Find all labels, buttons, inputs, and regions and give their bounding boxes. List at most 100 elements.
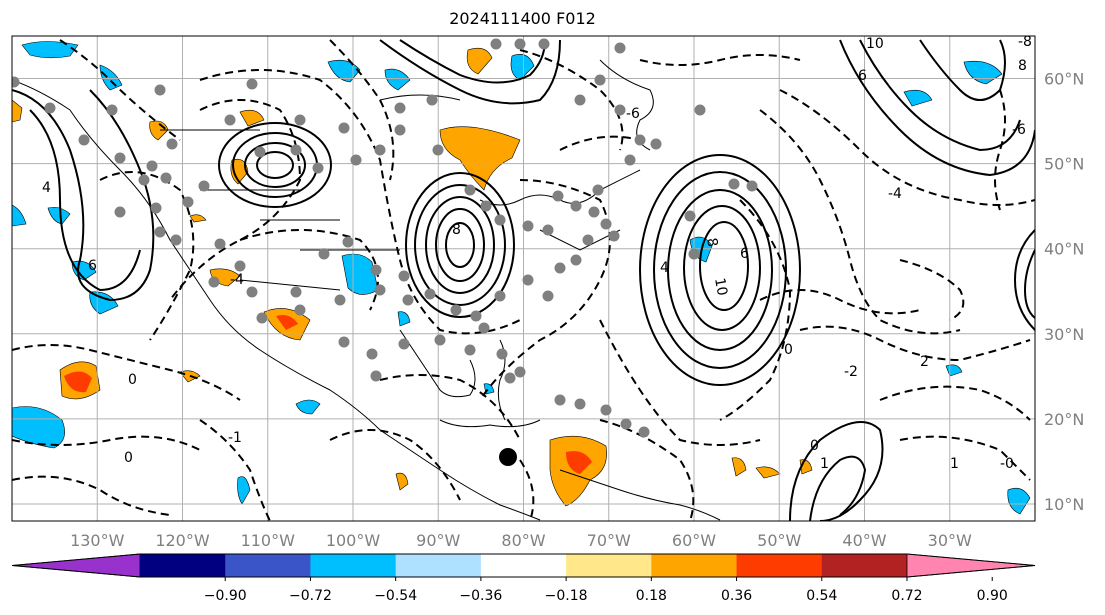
dashed-contours [12,39,1035,521]
observation-marker [114,206,126,218]
observation-marker [318,248,330,260]
contour-label: 1 [950,456,959,472]
observation-marker [614,104,626,116]
observation-marker [182,196,194,208]
observation-marker [608,230,620,242]
lon-label: 80°W [501,531,545,550]
observation-marker [114,152,126,164]
contour-label: -4 [888,186,902,202]
lon-label: 120°W [155,531,210,550]
lat-label: 20°N [1044,410,1084,429]
observation-marker [374,144,386,156]
observation-marker [464,184,476,196]
observation-marker [312,162,324,174]
observation-marker [166,138,178,150]
observation-marker [374,284,386,296]
observation-marker [214,238,226,250]
contour-label: -6 [626,106,640,122]
observation-marker [514,38,526,50]
observation-marker [494,290,506,302]
map-layers: 10 10 8 8 8 6 6 6 4 4 2 0 0 0 0 -1 1 1 -… [12,34,1035,521]
observation-marker [478,322,490,334]
contour-label: 10 [711,277,730,297]
observation-marker [574,398,586,410]
observation-marker [554,262,566,274]
observation-marker [480,200,492,212]
contour-label: -4 [230,272,244,288]
observation-marker [254,146,266,158]
observation-marker [570,200,582,212]
lat-label: 30°N [1044,325,1084,344]
storm-center-marker [499,448,517,466]
observation-marker [290,286,302,298]
lat-label: 60°N [1044,70,1084,89]
colorbar-tick-label: −0.54 [374,588,417,604]
observation-marker [160,172,172,184]
colorbar-tick-label: 0.36 [721,588,752,604]
observation-marker [366,348,378,360]
contour-label: -0 [1000,456,1014,472]
colorbar-tick-label: −0.72 [289,588,332,604]
lon-label: 90°W [416,531,460,550]
latitude-labels: 60°N 50°N 40°N 30°N 20°N 10°N [1044,70,1084,514]
observation-marker [234,260,246,272]
colorbar-low-extension [11,553,141,578]
observation-marker [490,38,502,50]
colorbar-tick-label: 0.18 [636,588,667,604]
observation-marker [370,264,382,276]
observation-marker [338,122,350,134]
observation-marker [638,426,650,438]
contour-label: 6 [858,68,867,84]
contour-label: 1 [820,456,829,472]
observation-markers [12,38,758,438]
observation-marker [290,144,302,156]
observation-marker [614,42,626,54]
observation-marker [350,154,362,166]
observation-marker [106,104,118,116]
colorbar-swatch [140,554,226,577]
observation-marker [402,294,414,306]
observation-marker [78,134,90,146]
observation-marker [154,84,166,96]
observation-marker [464,344,476,356]
colorbar-swatch [651,554,738,577]
observation-marker [542,290,554,302]
lon-label: 130°W [70,531,125,550]
map-border [11,35,1036,522]
lat-label: 40°N [1044,240,1084,259]
contour-label: 2 [920,354,929,370]
contour-label: 0 [128,372,137,388]
colorbar-swatch [821,554,908,577]
map-title: 2024111400 F012 [449,9,596,28]
observation-marker [294,114,306,126]
contour-label: 0 [810,438,819,454]
contour-label: 8 [703,237,720,249]
colorbar-outline [11,553,1036,578]
observation-marker [496,348,508,360]
observation-marker [224,114,236,126]
observation-marker [256,312,268,324]
contour-label: 10 [866,36,884,52]
observation-marker [338,336,350,348]
observation-marker [552,190,564,202]
lat-label: 50°N [1044,155,1084,174]
colorbar-swatch [395,554,482,577]
colorbar-tick-label: 0.72 [891,588,922,604]
contour-label: 0 [784,342,793,358]
lon-label: 70°W [587,531,631,550]
colorbar-swatch [480,554,567,577]
lon-label: 50°W [757,531,801,550]
observation-marker [570,254,582,266]
observation-marker [146,160,158,172]
observation-marker [394,102,406,114]
colorbar-swatch [310,554,397,577]
observation-marker [588,206,600,218]
observation-marker [694,104,706,116]
observation-marker [592,184,604,196]
observation-marker [424,288,436,300]
contour-label: 8 [452,222,461,238]
observation-marker [342,236,354,248]
contour-label: -8 [1018,34,1032,50]
lat-lon-grid [12,36,1035,521]
